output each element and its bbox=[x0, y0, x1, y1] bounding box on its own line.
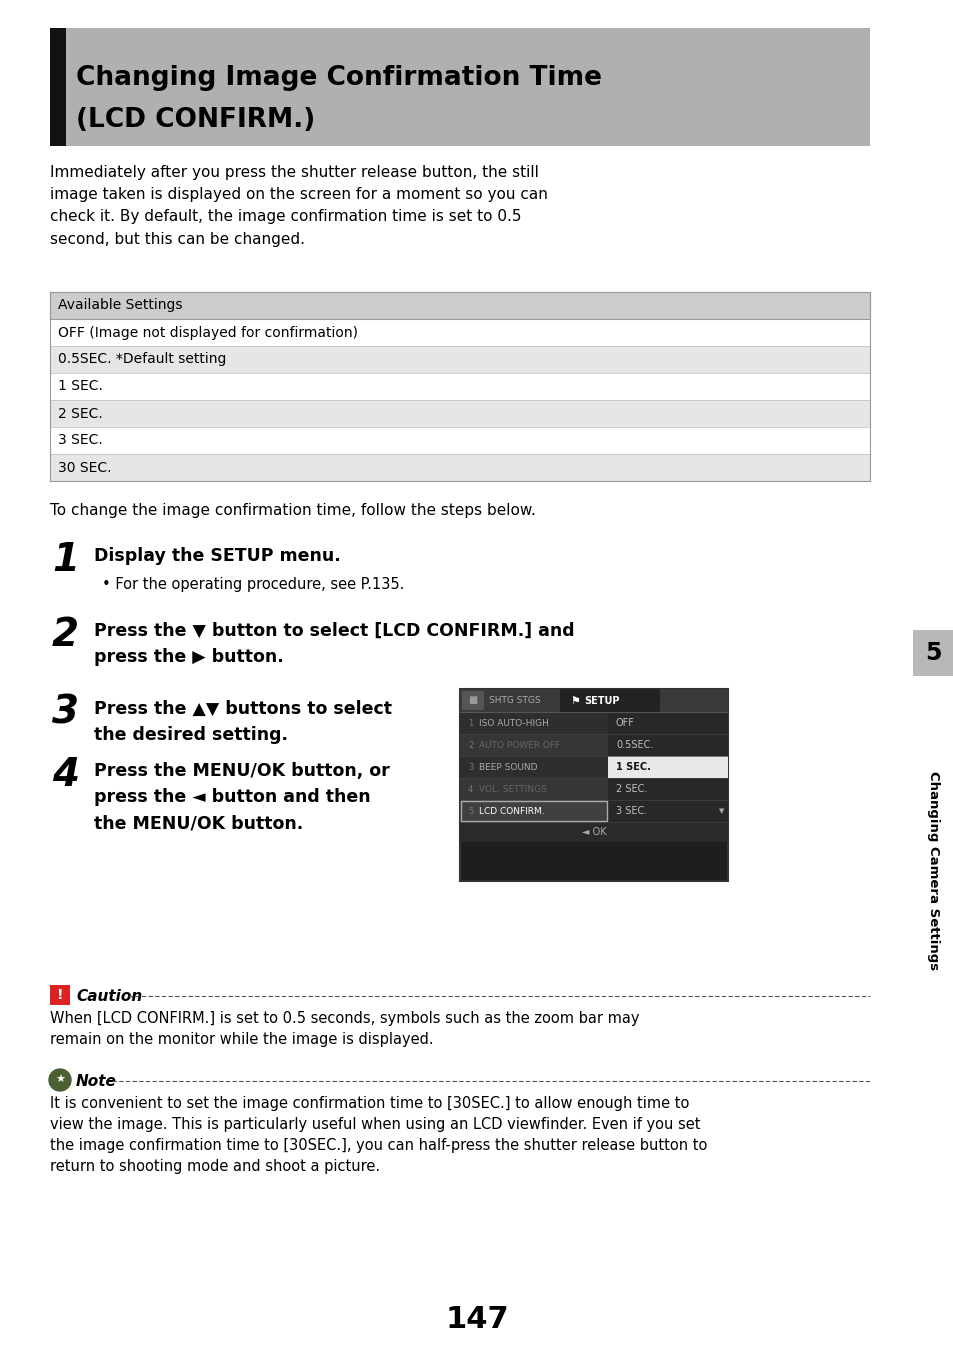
Text: 0.5SEC.: 0.5SEC. bbox=[616, 740, 653, 750]
Text: ★: ★ bbox=[55, 1075, 65, 1085]
Text: ISO AUTO-HIGH: ISO AUTO-HIGH bbox=[478, 719, 548, 727]
Text: 30 SEC.: 30 SEC. bbox=[58, 461, 112, 474]
Bar bbox=[50, 319, 869, 346]
Text: 1: 1 bbox=[468, 719, 473, 727]
Text: 147: 147 bbox=[445, 1305, 508, 1335]
Text: 5: 5 bbox=[924, 640, 941, 665]
Text: 2: 2 bbox=[52, 616, 79, 654]
Text: AUTO POWER OFF: AUTO POWER OFF bbox=[478, 740, 559, 750]
Text: Note: Note bbox=[76, 1074, 117, 1089]
Text: Changing Image Confirmation Time: Changing Image Confirmation Time bbox=[76, 65, 601, 91]
Text: Immediately after you press the shutter release button, the still
image taken is: Immediately after you press the shutter … bbox=[50, 165, 547, 247]
Bar bbox=[607, 800, 727, 821]
Text: 1 SEC.: 1 SEC. bbox=[616, 762, 650, 771]
Bar bbox=[559, 689, 659, 712]
Text: 4: 4 bbox=[52, 757, 79, 794]
Bar bbox=[50, 28, 66, 146]
Text: BEEP SOUND: BEEP SOUND bbox=[478, 762, 537, 771]
Text: SETUP: SETUP bbox=[583, 696, 618, 705]
Bar bbox=[50, 373, 869, 400]
Circle shape bbox=[49, 1069, 71, 1092]
Text: OFF: OFF bbox=[616, 717, 634, 728]
Text: 2 SEC.: 2 SEC. bbox=[58, 407, 103, 420]
Text: ▼: ▼ bbox=[719, 808, 724, 815]
Text: Press the ▼ button to select [LCD CONFIRM.] and
press the ▶ button.: Press the ▼ button to select [LCD CONFIR… bbox=[94, 621, 574, 666]
Text: Press the MENU/OK button, or
press the ◄ button and then
the MENU/OK button.: Press the MENU/OK button, or press the ◄… bbox=[94, 762, 390, 832]
Text: 1: 1 bbox=[52, 540, 79, 580]
Text: 2 SEC.: 2 SEC. bbox=[616, 784, 647, 794]
Text: 3 SEC.: 3 SEC. bbox=[616, 807, 646, 816]
Text: • For the operating procedure, see P.135.: • For the operating procedure, see P.135… bbox=[102, 577, 404, 592]
Bar bbox=[459, 689, 727, 881]
Text: 3 SEC.: 3 SEC. bbox=[58, 434, 103, 447]
Text: To change the image confirmation time, follow the steps below.: To change the image confirmation time, f… bbox=[50, 503, 536, 517]
Bar bbox=[50, 985, 70, 1005]
Text: 2: 2 bbox=[468, 740, 473, 750]
Text: ■: ■ bbox=[468, 696, 477, 705]
Text: 3: 3 bbox=[52, 694, 79, 732]
Bar bbox=[50, 28, 869, 146]
Bar bbox=[461, 690, 483, 711]
Text: LCD CONFIRM.: LCD CONFIRM. bbox=[478, 807, 544, 816]
Text: SHTG STGS: SHTG STGS bbox=[489, 696, 540, 705]
Bar bbox=[459, 821, 727, 842]
Bar bbox=[607, 734, 727, 757]
Text: 3: 3 bbox=[468, 762, 473, 771]
Bar bbox=[607, 712, 727, 734]
Text: 4: 4 bbox=[468, 785, 473, 793]
Bar bbox=[607, 757, 727, 778]
Bar bbox=[459, 800, 607, 821]
Text: Press the ▲▼ buttons to select
the desired setting.: Press the ▲▼ buttons to select the desir… bbox=[94, 700, 392, 744]
Bar bbox=[50, 427, 869, 454]
Text: Available Settings: Available Settings bbox=[58, 299, 182, 312]
Text: 0.5SEC. *Default setting: 0.5SEC. *Default setting bbox=[58, 353, 226, 366]
Bar bbox=[50, 292, 869, 319]
Bar bbox=[459, 689, 727, 712]
Text: !: ! bbox=[56, 988, 63, 1002]
Bar bbox=[607, 778, 727, 800]
Text: ⚑: ⚑ bbox=[569, 696, 579, 705]
Text: Caution: Caution bbox=[76, 989, 142, 1004]
Bar bbox=[459, 712, 607, 734]
Bar bbox=[50, 454, 869, 481]
Text: 5: 5 bbox=[468, 807, 473, 816]
Text: 1 SEC.: 1 SEC. bbox=[58, 380, 103, 393]
Bar bbox=[459, 734, 607, 757]
Text: ◄ OK: ◄ OK bbox=[581, 827, 606, 838]
Text: OFF (Image not displayed for confirmation): OFF (Image not displayed for confirmatio… bbox=[58, 326, 357, 339]
Bar bbox=[459, 778, 607, 800]
Bar bbox=[50, 400, 869, 427]
Bar bbox=[50, 346, 869, 373]
Text: It is convenient to set the image confirmation time to [30SEC.] to allow enough : It is convenient to set the image confir… bbox=[50, 1096, 706, 1174]
Text: Changing Camera Settings: Changing Camera Settings bbox=[926, 771, 939, 970]
Text: VOL. SETTINGS: VOL. SETTINGS bbox=[478, 785, 546, 793]
Bar bbox=[460, 801, 606, 821]
Text: Display the SETUP menu.: Display the SETUP menu. bbox=[94, 547, 340, 565]
Bar bbox=[912, 630, 953, 676]
Bar bbox=[459, 757, 607, 778]
Text: When [LCD CONFIRM.] is set to 0.5 seconds, symbols such as the zoom bar may
rema: When [LCD CONFIRM.] is set to 0.5 second… bbox=[50, 1011, 639, 1047]
Text: (LCD CONFIRM.): (LCD CONFIRM.) bbox=[76, 107, 314, 132]
